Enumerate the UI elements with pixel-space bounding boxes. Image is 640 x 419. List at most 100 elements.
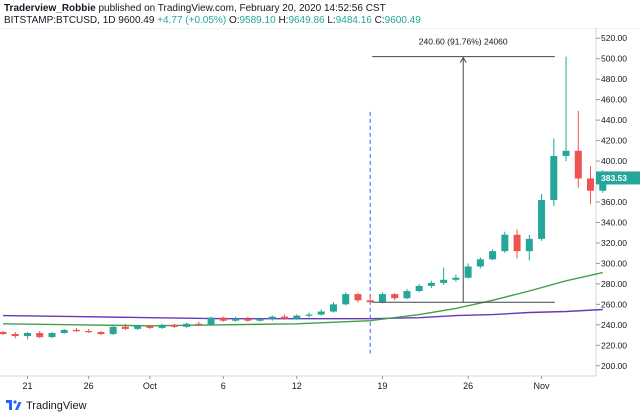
y-tick-label: 340.00 (601, 217, 627, 227)
candle-body (268, 316, 276, 319)
y-tick-label: 200.00 (601, 361, 627, 371)
x-tick-label: Oct (143, 381, 158, 391)
x-tick-label: 21 (22, 381, 32, 391)
candle-body (574, 150, 582, 179)
candle-body (599, 178, 607, 191)
candle-body (476, 259, 484, 267)
high-value: 9649.86 (288, 15, 325, 26)
open-label: O: (228, 15, 240, 26)
candle-body (525, 238, 533, 252)
candle-body (48, 333, 56, 338)
candle-body (391, 294, 399, 299)
price-change: +4.77 (+0.05%) (157, 15, 227, 26)
x-tick-label: 26 (84, 381, 94, 391)
y-tick-label: 400.00 (601, 156, 627, 166)
author-name[interactable]: Traderview_Robbie (4, 3, 96, 14)
candle-body (0, 331, 7, 335)
candle-body (501, 234, 509, 252)
low-label: L: (327, 15, 336, 26)
candle-body (121, 326, 129, 329)
published-text: published on TradingView.com, February 2… (98, 3, 386, 14)
brand-name: TradingView (26, 400, 87, 412)
candle-body (403, 291, 411, 299)
last-price-label: 383.53 (601, 173, 627, 183)
candle-body (513, 234, 521, 252)
x-tick-label: 6 (221, 381, 226, 391)
candle-body (256, 318, 264, 321)
candle-body (452, 277, 460, 280)
y-tick-label: 500.00 (601, 54, 627, 64)
candle-body (440, 279, 448, 283)
x-tick-label: 19 (377, 381, 387, 391)
candle-body (23, 333, 31, 337)
y-tick-label: 300.00 (601, 258, 627, 268)
candle-body (36, 333, 44, 338)
candle-body (195, 323, 203, 325)
candle-body (415, 285, 423, 292)
symbol: BITSTAMP:BTCUSD, 1D (4, 15, 116, 26)
y-tick-label: 280.00 (601, 279, 627, 289)
y-tick-label: 480.00 (601, 74, 627, 84)
last-price-tag (596, 171, 640, 185)
candle-body (232, 318, 240, 321)
y-tick-label: 320.00 (601, 238, 627, 248)
candle-body (489, 251, 497, 260)
candle-body (97, 331, 105, 335)
y-tick-label: 440.00 (601, 115, 627, 125)
close-value: 9600.49 (384, 15, 421, 26)
candle-body (72, 329, 80, 332)
high-label: H: (278, 15, 289, 26)
candle-body (183, 323, 191, 327)
candlestick-chart[interactable]: 200.00 220.00 240.00 260.00 280.00 300.00 320.… (0, 27, 640, 396)
candle-body (293, 315, 301, 319)
candle-body (427, 282, 435, 286)
y-tick-label: 220.00 (601, 340, 627, 350)
candle-body (244, 318, 252, 321)
y-tick-label: 420.00 (601, 136, 627, 146)
chart-area[interactable]: 200.00 220.00 240.00 260.00 280.00 300.00 320.… (0, 27, 640, 396)
chart-footer: TradingView (0, 396, 640, 419)
low-value: 9484.16 (335, 15, 372, 26)
candle-body (60, 329, 68, 334)
candle-body (207, 317, 215, 325)
y-tick-label: 460.00 (601, 95, 627, 105)
candle-body (538, 199, 546, 239)
y-tick-label: 520.00 (601, 33, 627, 43)
y-tick-label: 240.00 (601, 320, 627, 330)
candle-body (219, 317, 227, 321)
candle-body (158, 324, 166, 328)
open-value: 9589.10 (239, 15, 276, 26)
candle-body (305, 314, 313, 316)
publish-info: Traderview_Robbie published on TradingVi… (4, 3, 386, 14)
tradingview-brand[interactable]: TradingView (6, 400, 87, 412)
candle-body (354, 294, 362, 301)
chart-header: Traderview_Robbie published on TradingVi… (0, 0, 640, 28)
candle-body (281, 316, 289, 319)
x-tick-label: 26 (463, 381, 473, 391)
candle-body (134, 325, 142, 329)
candle-body (342, 294, 350, 305)
x-tick-label: Nov (534, 381, 551, 391)
close-label: C: (374, 15, 385, 26)
candle-body (464, 266, 472, 278)
measure-label: 240.60 (91.76%) 24060 (419, 37, 508, 47)
chart-background (0, 28, 640, 396)
candle-body (146, 325, 154, 328)
candle-body (366, 300, 374, 303)
symbol-info: BITSTAMP:BTCUSD, 1D 9600.49 +4.77 (+0.05… (4, 15, 421, 26)
candle-body (378, 294, 386, 303)
y-tick-label: 360.00 (601, 197, 627, 207)
y-tick-label: 260.00 (601, 299, 627, 309)
candle-body (170, 324, 178, 327)
candle-body (11, 334, 19, 337)
candle-body (329, 304, 337, 312)
x-tick-label: 12 (292, 381, 302, 391)
candle-body (85, 330, 93, 333)
tradingview-logo-icon (6, 400, 22, 410)
candle-body (587, 178, 595, 191)
candle-body (317, 311, 325, 315)
measure-arrow-head (459, 56, 467, 63)
candle-body (109, 326, 117, 335)
candle-body (562, 150, 570, 156)
candle-body (550, 155, 558, 200)
